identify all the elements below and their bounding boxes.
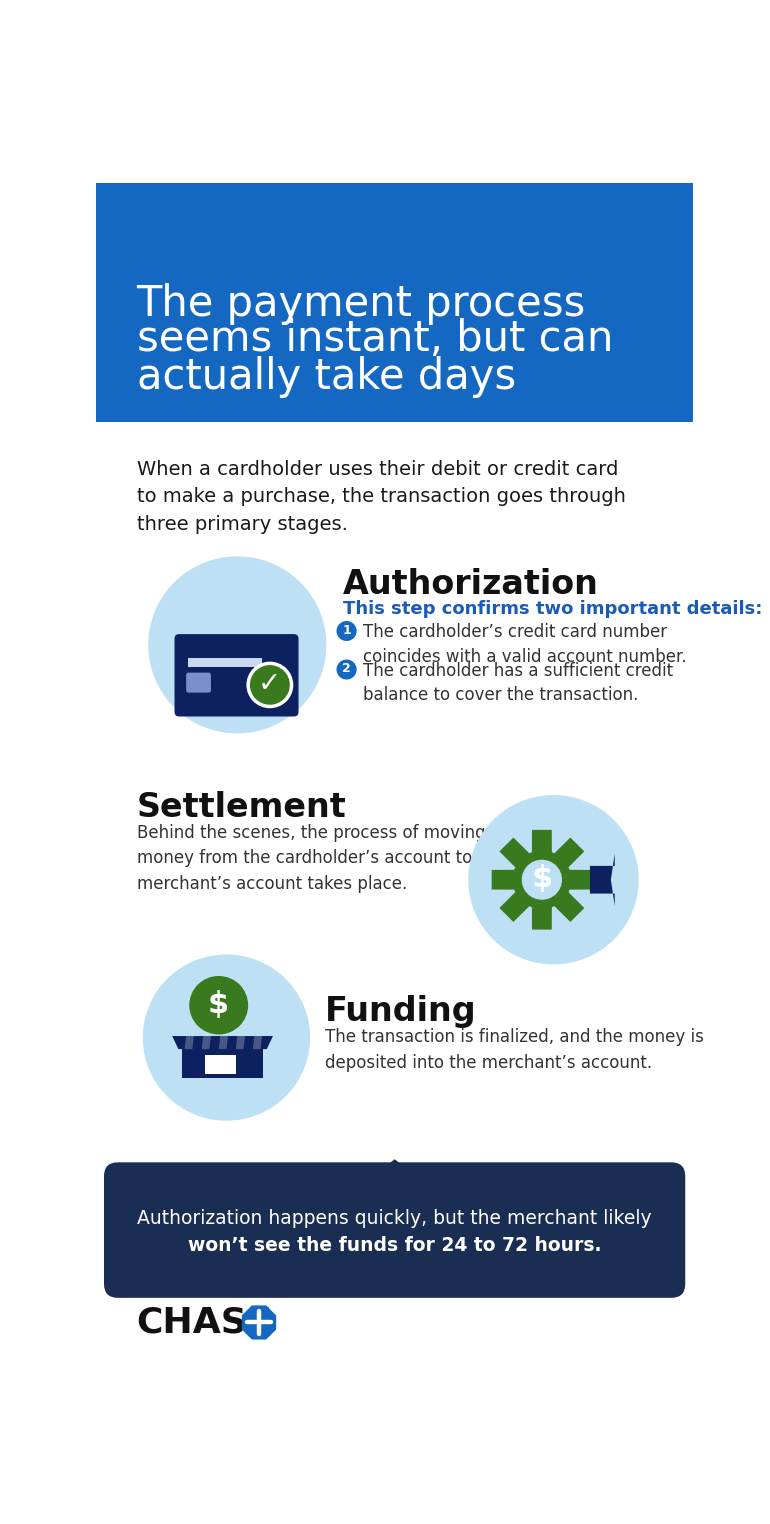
Text: The payment process: The payment process xyxy=(136,283,586,325)
Bar xyxy=(189,658,262,668)
Text: The cardholder has a sufficient credit
balance to cover the transaction.: The cardholder has a sufficient credit b… xyxy=(363,661,673,704)
Circle shape xyxy=(248,663,292,707)
Text: $: $ xyxy=(208,991,229,1020)
Text: This step confirms two important details:: This step confirms two important details… xyxy=(343,600,762,619)
Polygon shape xyxy=(253,1036,262,1049)
Text: Authorization: Authorization xyxy=(343,568,598,600)
Polygon shape xyxy=(492,831,592,930)
Polygon shape xyxy=(185,1036,194,1049)
Circle shape xyxy=(142,954,310,1120)
Text: The cardholder’s credit card number
coincides with a valid account number.: The cardholder’s credit card number coin… xyxy=(363,623,687,666)
FancyBboxPatch shape xyxy=(175,634,299,716)
Circle shape xyxy=(148,556,326,733)
FancyBboxPatch shape xyxy=(104,1163,685,1298)
Bar xyxy=(205,1055,236,1074)
Text: Behind the scenes, the process of moving the
money from the cardholder’s account: Behind the scenes, the process of moving… xyxy=(136,823,517,893)
Polygon shape xyxy=(219,1036,228,1049)
Text: The transaction is finalized, and the money is
deposited into the merchant’s acc: The transaction is finalized, and the mo… xyxy=(325,1029,704,1071)
Polygon shape xyxy=(172,1036,273,1049)
Text: Authorization happens quickly, but the merchant likely: Authorization happens quickly, but the m… xyxy=(137,1209,652,1227)
Polygon shape xyxy=(590,853,614,905)
Text: $: $ xyxy=(531,864,553,893)
Circle shape xyxy=(522,860,562,899)
Circle shape xyxy=(336,620,357,642)
Text: When a cardholder uses their debit or credit card
to make a purchase, the transa: When a cardholder uses their debit or cr… xyxy=(136,460,625,533)
Text: actually take days: actually take days xyxy=(136,357,516,398)
Text: won’t see the funds for 24 to 72 hours.: won’t see the funds for 24 to 72 hours. xyxy=(188,1236,601,1256)
FancyBboxPatch shape xyxy=(186,672,211,692)
Polygon shape xyxy=(236,1036,245,1049)
Circle shape xyxy=(189,975,248,1035)
Circle shape xyxy=(468,796,639,965)
Text: CHASE: CHASE xyxy=(136,1306,272,1340)
Circle shape xyxy=(336,660,357,680)
Text: Settlement: Settlement xyxy=(136,791,346,824)
Text: seems instant, but can: seems instant, but can xyxy=(136,317,613,360)
Text: Funding: Funding xyxy=(325,995,477,1029)
Polygon shape xyxy=(373,1160,417,1177)
Text: 1: 1 xyxy=(342,623,351,637)
Bar xyxy=(96,183,693,422)
Bar xyxy=(182,1049,263,1079)
Polygon shape xyxy=(242,1306,276,1340)
Polygon shape xyxy=(202,1036,211,1049)
Text: ✓: ✓ xyxy=(258,671,282,698)
Text: 2: 2 xyxy=(342,663,351,675)
